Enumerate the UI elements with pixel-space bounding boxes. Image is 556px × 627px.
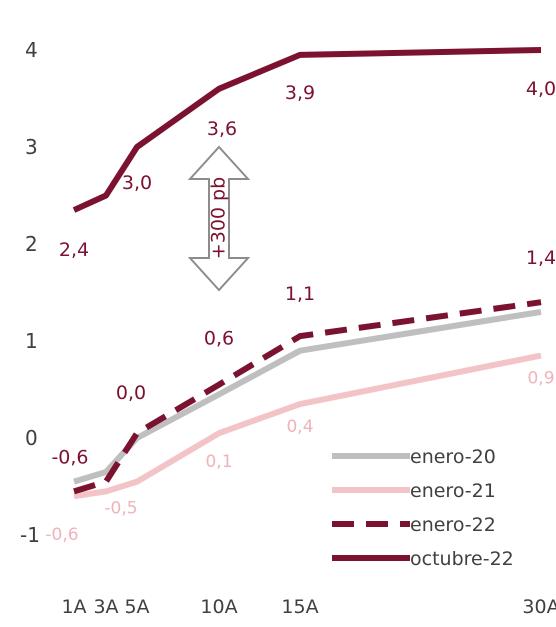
data-label-octubre-22: 3,6 — [207, 118, 237, 140]
x-tick-label: 3A — [93, 596, 118, 618]
data-label-enero-21: 0,1 — [205, 452, 232, 472]
data-label-octubre-22: 3,0 — [122, 172, 152, 194]
series-lines — [72, 47, 542, 500]
legend-label: octubre-22 — [410, 548, 514, 570]
spread-annotation-label: +300 pb — [208, 177, 230, 259]
y-tick-label: 4 — [25, 38, 38, 62]
y-tick-label: -1 — [20, 523, 40, 547]
y-tick-label: 2 — [25, 232, 38, 256]
data-label-enero-21: -0,5 — [104, 499, 137, 519]
x-tick-label: 5A — [124, 596, 149, 618]
data-label-enero-22: -0,6 — [51, 446, 88, 468]
x-tick-label: 10A — [200, 596, 237, 618]
data-label-octubre-22: 3,9 — [285, 82, 315, 104]
data-label-octubre-22: 2,4 — [59, 239, 89, 261]
data-label-enero-22: 0,0 — [116, 382, 146, 404]
legend-label: enero-20 — [410, 446, 496, 468]
double-arrow-icon — [187, 145, 251, 292]
legend-label: enero-21 — [410, 480, 496, 502]
series-line-enero-21 — [73, 352, 542, 500]
data-label-enero-21: -0,6 — [45, 525, 78, 545]
data-label-enero-22: 1,1 — [285, 283, 315, 305]
y-tick-label: 3 — [25, 135, 38, 159]
series-line-enero-22 — [73, 299, 542, 495]
series-line-enero-20 — [73, 308, 542, 485]
legend-label: enero-22 — [410, 514, 496, 536]
x-tick-label: 15A — [281, 596, 318, 618]
data-label-octubre-22: 4,0 — [526, 78, 556, 100]
y-tick-label: 1 — [25, 329, 38, 353]
spread-annotation: +300 pb — [187, 145, 251, 292]
x-tick-label: 1A — [61, 596, 86, 618]
y-axis: -1 0 1 2 3 4 — [20, 38, 40, 547]
y-tick-label: 0 — [25, 426, 38, 450]
data-label-enero-22: 0,6 — [204, 328, 234, 350]
legend: enero-20 enero-21 enero-22 octubre-22 — [332, 446, 514, 570]
data-label-enero-22: 1,4 — [526, 247, 556, 269]
x-axis: 1A 3A 5A 10A 15A 30A — [61, 596, 556, 618]
point-labels: -0,6 -0,5 0,1 0,4 0,9 -0,6 0,0 0,6 1,1 1,4 2,4 3,0 3… — [45, 78, 556, 545]
data-label-enero-21: 0,4 — [286, 417, 313, 437]
series-line-octubre-22 — [72, 47, 542, 213]
data-label-enero-21: 0,9 — [527, 369, 554, 389]
x-tick-label: 30A — [522, 596, 556, 618]
